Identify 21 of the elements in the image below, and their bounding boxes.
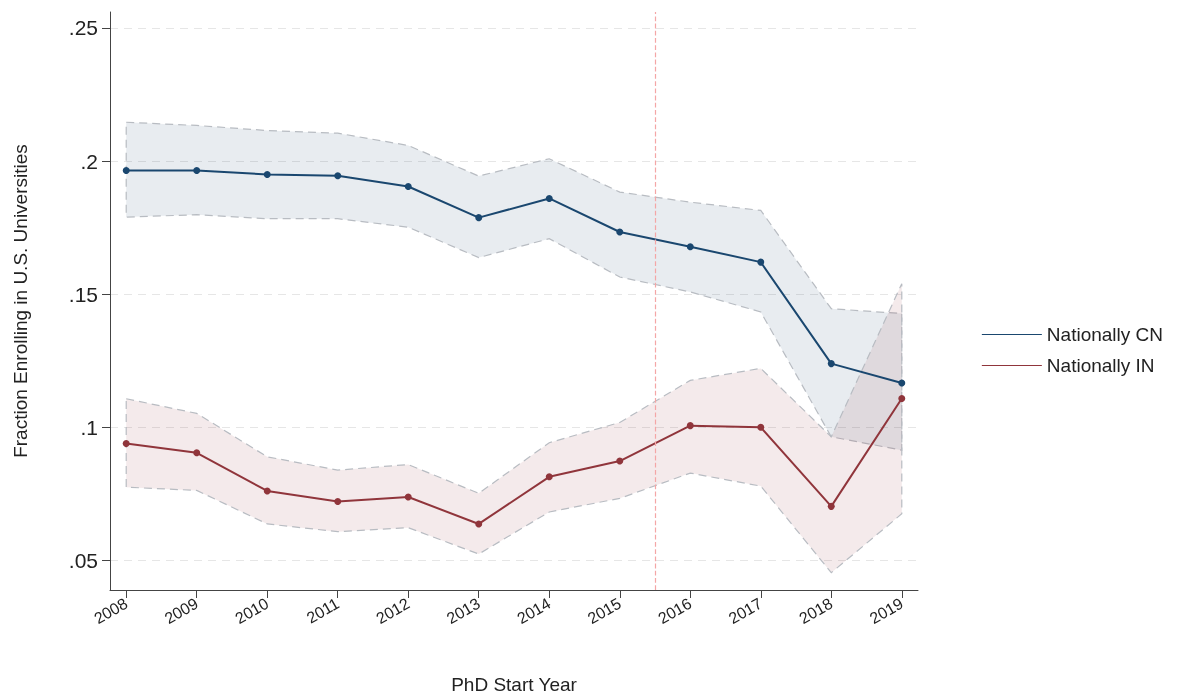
x-tick-label: 2013 — [443, 594, 484, 628]
x-tick-label: 2014 — [514, 594, 554, 628]
x-tick-label: 2008 — [91, 594, 131, 628]
x-axis-title: PhD Start Year — [451, 674, 578, 695]
x-tick-label: 2011 — [303, 594, 343, 627]
x-tick-label: 2010 — [232, 594, 272, 628]
y-tick-label: .05 — [68, 549, 98, 573]
y-tick-label: .15 — [68, 282, 98, 306]
y-tick-label: .2 — [80, 149, 98, 173]
x-tick-label: 2012 — [373, 594, 413, 628]
y-axis-title: Fraction Enrolling in U.S. Universities — [10, 144, 31, 458]
x-tick-label: 2009 — [161, 594, 202, 628]
x-tick-label: 2015 — [584, 594, 625, 628]
legend-label: Nationally IN — [1046, 355, 1155, 376]
x-tick-label: 2017 — [725, 594, 766, 628]
x-tick-label: 2019 — [866, 594, 907, 628]
x-tick-label: 2018 — [796, 594, 836, 628]
x-tick-label: 2016 — [655, 594, 695, 628]
legend-label: Nationally CN — [1046, 324, 1163, 345]
y-tick-label: .1 — [80, 416, 98, 440]
y-tick-label: .25 — [68, 16, 98, 40]
